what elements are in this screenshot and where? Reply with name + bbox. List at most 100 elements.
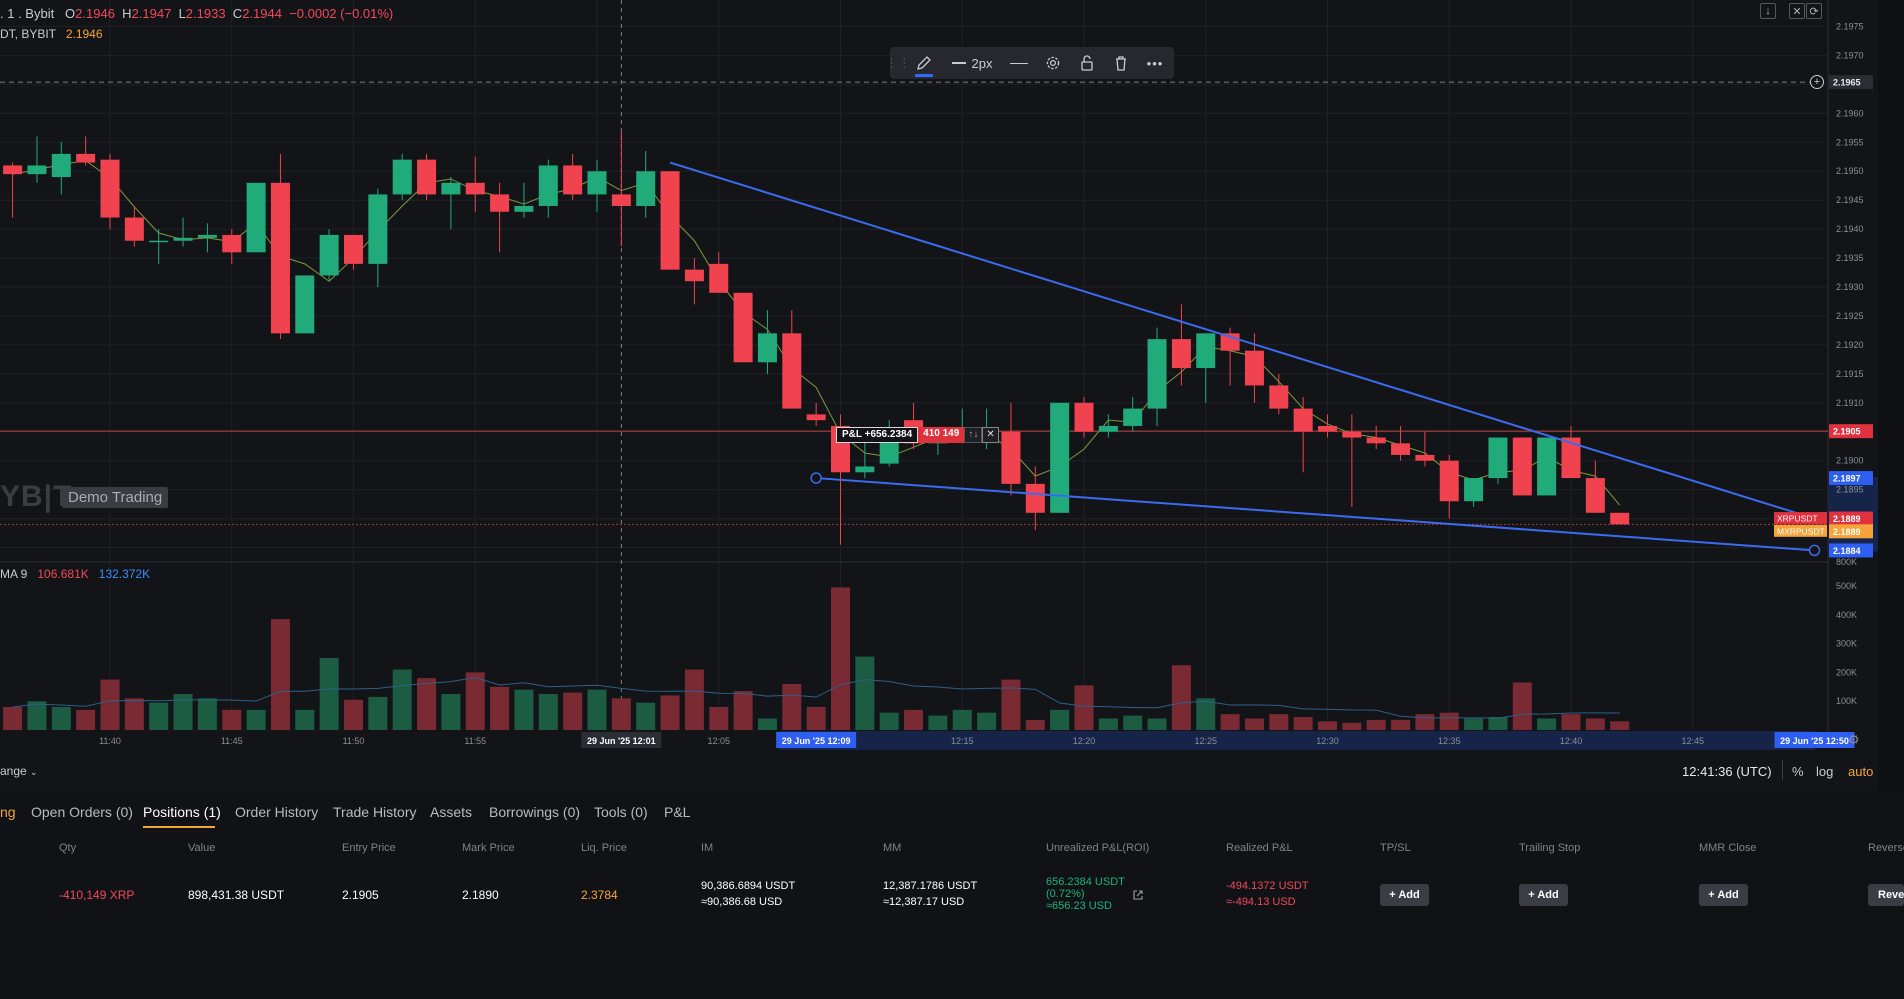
close-icon[interactable]: ✕	[1789, 3, 1805, 19]
candle-body	[855, 466, 875, 473]
candle-body	[149, 240, 169, 243]
candlestick-chart[interactable]: 2.1975 2.1970 2.1965 2.1960 2.1955 2.1950 2.19…	[0, 0, 1904, 790]
close-position-icon[interactable]: ✕	[982, 427, 999, 443]
tpsl-add-button[interactable]: + Add	[1380, 884, 1429, 906]
candle-body	[1512, 437, 1532, 496]
unlock-icon[interactable]	[1070, 47, 1104, 79]
candle-body	[1488, 437, 1508, 479]
volume-bar	[1488, 717, 1508, 730]
high-value: 2.1947	[131, 6, 172, 21]
price-tick-label: 2.1920	[1836, 340, 1864, 350]
volume-bar	[1220, 714, 1240, 730]
price-tick-label: 2.1915	[1836, 369, 1864, 379]
candle-body	[76, 153, 96, 163]
trailing-stop-add-button[interactable]: + Add	[1519, 884, 1568, 906]
tab-pnl[interactable]: P&L	[664, 804, 691, 820]
header-tpsl: TP/SL	[1380, 842, 1411, 854]
utc-clock[interactable]: 12:41:36 (UTC)	[1682, 764, 1772, 779]
chart-background	[0, 0, 1904, 790]
candle-body	[709, 263, 729, 293]
volume-bar	[51, 706, 71, 730]
candle-body	[3, 165, 23, 175]
line-width-button[interactable]: 2px	[942, 47, 1002, 79]
volume-tick-label: 200K	[1836, 667, 1857, 677]
reverse-button[interactable]: Rever	[1868, 884, 1904, 906]
chart-settings-gear-icon[interactable]: ⚙	[1848, 732, 1860, 747]
date-range-selector[interactable]: ange ⌄	[0, 764, 38, 778]
tab-borrowings[interactable]: Borrowings (0)	[489, 804, 581, 820]
price-tag-box	[1829, 75, 1873, 90]
open-value: 2.1946	[75, 6, 115, 21]
tab-positions[interactable]: Positions (1)	[143, 804, 221, 820]
volume-ma-line	[12, 677, 1620, 719]
candle-body	[368, 194, 388, 264]
volume-bar	[611, 698, 631, 730]
line-style-icon[interactable]	[1002, 47, 1036, 79]
volume-bar	[3, 706, 23, 730]
close-label: C	[232, 6, 243, 21]
symbol-tag-label: XRPUSDT	[1777, 514, 1818, 524]
tab-truncated[interactable]: ng	[0, 804, 16, 820]
restore-icon[interactable]: ⟳	[1806, 3, 1822, 19]
candle-body	[465, 182, 485, 195]
tab-order-history[interactable]: Order History	[235, 804, 319, 820]
pencil-icon[interactable]	[906, 47, 942, 79]
time-tag-label: 29 Jun '25 12:09	[782, 736, 851, 746]
tab-trade-history[interactable]: Trade History	[333, 804, 417, 820]
candle-body	[1196, 333, 1216, 369]
more-icon[interactable]: •••	[1146, 55, 1164, 71]
percent-toggle[interactable]: %	[1792, 764, 1804, 779]
candle-body	[1561, 437, 1581, 479]
drag-handle-icon[interactable]: ⋮⋮	[885, 55, 911, 70]
candle-body	[441, 182, 461, 195]
volume-bar	[76, 709, 96, 730]
volume-bar	[1123, 715, 1143, 730]
candle-body	[1318, 425, 1337, 432]
volume-bar	[270, 619, 290, 730]
reverse-arrows-icon[interactable]: ↑↓	[964, 427, 983, 443]
volume-value-1: 106.681K	[37, 567, 89, 581]
volume-value-2: 132.372K	[98, 567, 151, 581]
volume-bar	[1561, 714, 1581, 730]
price-tick-label: 2.1940	[1836, 224, 1864, 234]
position-pnl-label[interactable]: P&L +656.2384 410 149 ↑↓ ✕	[836, 427, 999, 443]
symbol-tag-box	[1774, 524, 1827, 537]
arrow-down-icon[interactable]: ↓	[1760, 3, 1776, 19]
candle-body	[1537, 437, 1557, 496]
share-icon[interactable]	[1132, 888, 1144, 900]
close-value: 2.1944	[242, 6, 282, 21]
volume-bar	[1512, 682, 1532, 730]
volume-bar	[1244, 718, 1264, 730]
trendline	[669, 161, 1815, 520]
auto-toggle[interactable]: auto	[1848, 764, 1874, 779]
header-liq-price: Liq. Price	[581, 842, 627, 854]
time-tick-label: 12:35	[1438, 736, 1461, 746]
volume-bar	[173, 694, 193, 730]
price-tick-label: 2.1910	[1836, 398, 1864, 408]
volume-bar	[1585, 718, 1605, 730]
chart-area[interactable]: 2.1975 2.1970 2.1965 2.1960 2.1955 2.1950 2.19…	[0, 0, 1904, 790]
volume-bar	[197, 698, 217, 730]
header-entry-price: Entry Price	[342, 842, 396, 854]
trash-icon[interactable]	[1104, 47, 1138, 79]
volume-bar	[417, 678, 437, 730]
gear-icon[interactable]	[1036, 47, 1070, 79]
candle-body	[173, 237, 193, 241]
add-alert-icon[interactable]: +	[1810, 75, 1824, 89]
position-value-cell: 898,431.38 USDT	[188, 888, 285, 902]
candle-body	[587, 171, 607, 195]
tab-tools[interactable]: Tools (0)	[594, 804, 648, 820]
price-tick-label: 2.1930	[1836, 282, 1864, 292]
candle-body	[782, 333, 802, 409]
time-tick-label: 12:15	[951, 736, 974, 746]
volume-bar	[1025, 719, 1045, 730]
tab-assets[interactable]: Assets	[430, 804, 473, 820]
tab-open-orders[interactable]: Open Orders (0)	[31, 804, 133, 820]
volume-bar	[246, 709, 266, 730]
high-label: H	[122, 6, 132, 21]
status-divider	[1782, 760, 1783, 780]
log-toggle[interactable]: log	[1816, 764, 1834, 779]
candle-body	[684, 269, 704, 282]
time-tick-label: 11:45	[221, 736, 243, 746]
mmr-close-add-button[interactable]: + Add	[1699, 884, 1748, 906]
